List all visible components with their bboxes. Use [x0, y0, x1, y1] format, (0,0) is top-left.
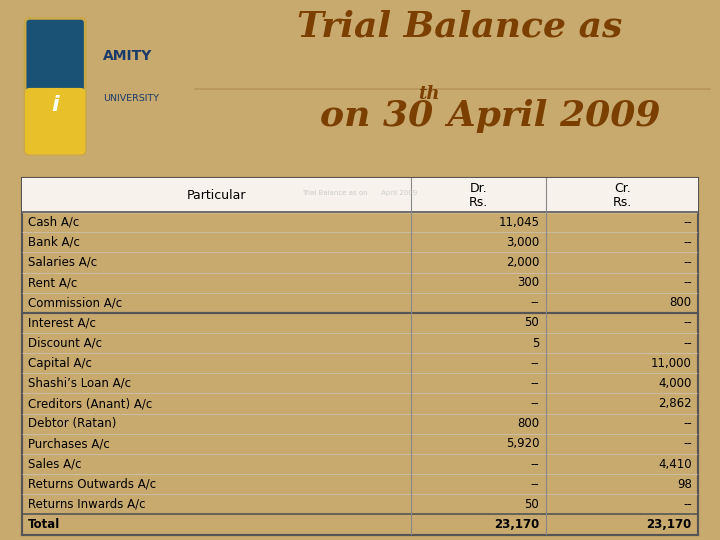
Text: 50: 50	[525, 498, 539, 511]
FancyBboxPatch shape	[25, 18, 85, 154]
Text: Returns Inwards A/c: Returns Inwards A/c	[28, 498, 146, 511]
Text: 98: 98	[677, 478, 692, 491]
Text: th: th	[418, 85, 439, 103]
Text: i: i	[51, 94, 59, 114]
Text: 2,000: 2,000	[506, 256, 539, 269]
Text: 800: 800	[670, 296, 692, 309]
Text: 11,045: 11,045	[498, 215, 539, 228]
Text: Bank A/c: Bank A/c	[28, 236, 80, 249]
Text: Debtor (Ratan): Debtor (Ratan)	[28, 417, 117, 430]
Text: --: --	[683, 498, 692, 511]
Text: Salaries A/c: Salaries A/c	[28, 256, 97, 269]
Text: --: --	[683, 316, 692, 329]
Text: 300: 300	[517, 276, 539, 289]
Text: Trial Balance as on      April 2009: Trial Balance as on April 2009	[302, 190, 418, 197]
Text: 4,410: 4,410	[658, 457, 692, 470]
Text: --: --	[683, 215, 692, 228]
Text: Interest A/c: Interest A/c	[28, 316, 96, 329]
Text: on 30: on 30	[320, 98, 433, 132]
Text: --: --	[531, 357, 539, 370]
Text: Shashi’s Loan A/c: Shashi’s Loan A/c	[28, 377, 131, 390]
Text: Rs.: Rs.	[469, 196, 488, 209]
Text: Cr.: Cr.	[614, 182, 631, 195]
Text: --: --	[531, 296, 539, 309]
Text: --: --	[683, 236, 692, 249]
Text: AMITY: AMITY	[103, 49, 152, 63]
Text: 5: 5	[532, 336, 539, 349]
Text: Rs.: Rs.	[613, 196, 632, 209]
Text: Dr.: Dr.	[469, 182, 487, 195]
Text: UNIVERSITY: UNIVERSITY	[103, 94, 158, 103]
Text: --: --	[531, 377, 539, 390]
Text: --: --	[531, 478, 539, 491]
Text: --: --	[683, 256, 692, 269]
Text: --: --	[683, 336, 692, 349]
Text: Purchases A/c: Purchases A/c	[28, 437, 110, 450]
Text: --: --	[531, 457, 539, 470]
Text: Trial Balance as: Trial Balance as	[297, 10, 623, 44]
Text: Sales A/c: Sales A/c	[28, 457, 82, 470]
Text: Returns Outwards A/c: Returns Outwards A/c	[28, 478, 156, 491]
Text: Particular: Particular	[186, 188, 246, 201]
Text: 2,862: 2,862	[658, 397, 692, 410]
Text: --: --	[531, 397, 539, 410]
Text: --: --	[683, 437, 692, 450]
Bar	[22, 178, 698, 212]
Text: Capital A/c: Capital A/c	[28, 357, 92, 370]
Text: Commission A/c: Commission A/c	[28, 296, 122, 309]
Text: April 2009: April 2009	[435, 98, 660, 132]
Text: Rent A/c: Rent A/c	[28, 276, 78, 289]
Text: 3,000: 3,000	[506, 236, 539, 249]
Text: Discount A/c: Discount A/c	[28, 336, 102, 349]
Text: --: --	[683, 417, 692, 430]
FancyBboxPatch shape	[25, 88, 85, 154]
Text: Creditors (Anant) A/c: Creditors (Anant) A/c	[28, 397, 153, 410]
Text: Cash A/c: Cash A/c	[28, 215, 80, 228]
Text: 5,920: 5,920	[506, 437, 539, 450]
Text: 4,000: 4,000	[658, 377, 692, 390]
Text: 50: 50	[525, 316, 539, 329]
Text: 800: 800	[517, 417, 539, 430]
Text: Total: Total	[28, 518, 60, 531]
Text: 23,170: 23,170	[494, 518, 539, 531]
Text: 11,000: 11,000	[651, 357, 692, 370]
Text: --: --	[683, 276, 692, 289]
Text: 23,170: 23,170	[647, 518, 692, 531]
